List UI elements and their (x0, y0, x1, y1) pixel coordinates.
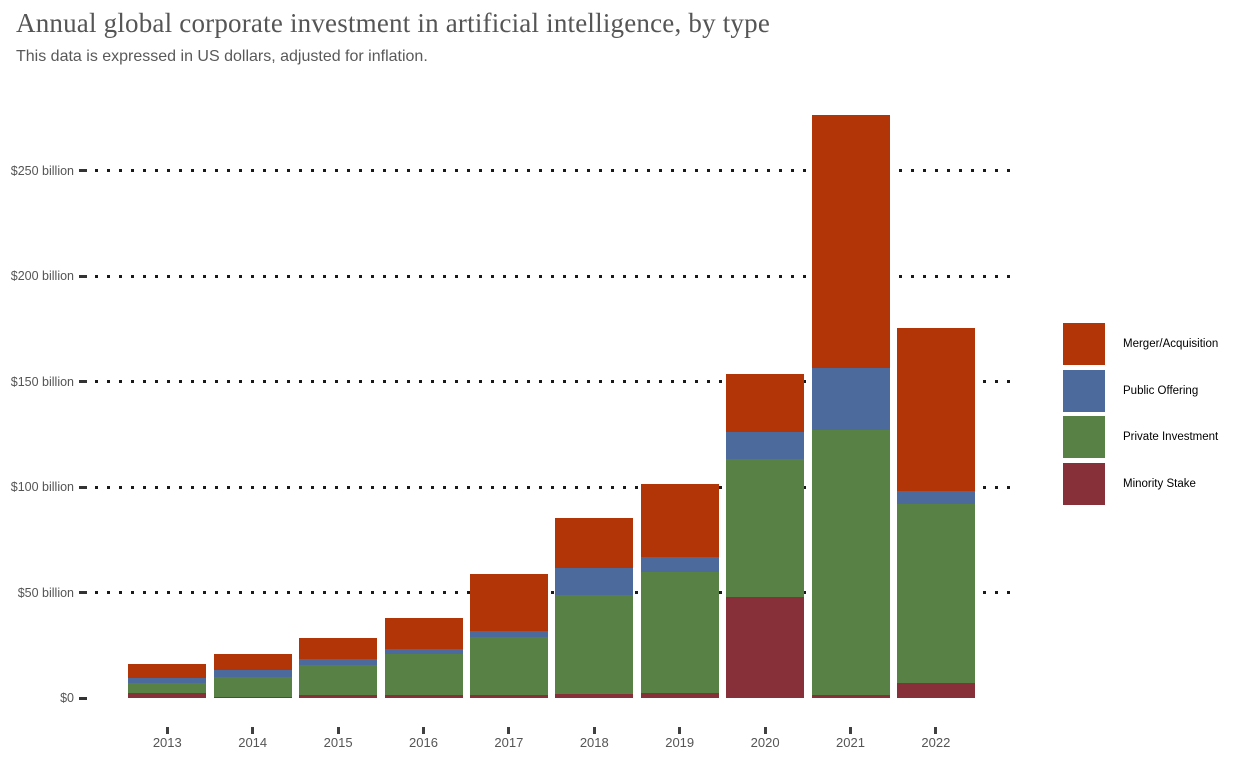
chart-subtitle: This data is expressed in US dollars, ad… (16, 48, 428, 65)
legend-item-public-offering[interactable]: Public Offering (1063, 369, 1199, 412)
bar-segment-2015-minority-stake[interactable] (299, 694, 378, 698)
bar-segment-2015-public-offering[interactable] (299, 658, 378, 665)
bar-segment-2018-public-offering[interactable] (555, 568, 634, 596)
gridline-100b (95, 485, 1012, 489)
bar-segment-2022-minority-stake[interactable] (896, 682, 975, 698)
bar-segment-2013-merger-acquisition[interactable] (128, 663, 207, 679)
x-axis-tick-2016 (422, 727, 425, 734)
bar-segment-2018-minority-stake[interactable] (555, 693, 634, 698)
x-axis-tick-2019 (678, 727, 682, 734)
bar-segment-2020-minority-stake[interactable] (726, 596, 805, 698)
bar-segment-2014-merger-acquisition[interactable] (213, 654, 292, 670)
y-axis-tick-100b (79, 485, 87, 489)
y-axis-label-200b: $200 billion (10, 269, 74, 283)
y-axis-tick-0b (79, 696, 87, 700)
bar-segment-2018-private-investment[interactable] (555, 595, 634, 694)
y-axis-tick-200b (79, 274, 87, 278)
y-axis-label-0b: $0 (60, 691, 74, 705)
bar-segment-2021-minority-stake[interactable] (811, 694, 890, 698)
x-axis-label-2013: 2013 (152, 735, 182, 750)
bar-segment-2022-private-investment[interactable] (896, 503, 975, 683)
legend-swatch-private-investment (1063, 416, 1105, 458)
x-axis-label-2021: 2021 (836, 735, 865, 750)
gridline-250b (95, 169, 1012, 172)
legend-swatch-merger-acquisition (1063, 323, 1105, 365)
bar-segment-2019-merger-acquisition[interactable] (640, 484, 719, 557)
x-axis-label-2017: 2017 (494, 735, 524, 750)
bar-segment-2017-merger-acquisition[interactable] (469, 573, 548, 631)
x-axis-tick-2017 (507, 727, 511, 734)
chart-title: Annual global corporate investment in ar… (16, 8, 771, 38)
bar-segment-2020-public-offering[interactable] (726, 431, 805, 459)
bar-segment-2020-merger-acquisition[interactable] (726, 373, 805, 432)
x-axis-tick-2013 (165, 727, 169, 734)
legend-label-public-offering: Public Offering (1123, 384, 1199, 397)
x-axis-label-2022: 2022 (921, 735, 951, 750)
bar-segment-2016-merger-acquisition[interactable] (384, 618, 463, 650)
x-axis-label-2020: 2020 (750, 735, 780, 750)
bar-segment-2013-private-investment[interactable] (128, 682, 207, 694)
bar-segment-2014-public-offering[interactable] (213, 669, 292, 677)
legend-swatch-public-offering (1063, 369, 1105, 412)
gridline-150b (95, 380, 1012, 383)
gridline-200b (95, 274, 1012, 278)
x-axis-tick-2015 (336, 727, 340, 734)
bar-segment-2017-private-investment[interactable] (469, 636, 548, 695)
x-axis-label-2016: 2016 (409, 735, 438, 750)
bar-segment-2021-public-offering[interactable] (811, 367, 890, 431)
legend-label-minority-stake: Minority Stake (1123, 477, 1196, 490)
bar-segment-2015-private-investment[interactable] (299, 664, 378, 695)
bar-segment-2017-minority-stake[interactable] (469, 694, 548, 698)
gridline-50b (95, 591, 1012, 594)
legend-item-private-investment[interactable]: Private Investment (1063, 416, 1218, 458)
y-axis-label-100b: $100 billion (10, 480, 74, 494)
bar-segment-2016-private-investment[interactable] (384, 654, 463, 696)
x-axis-label-2014: 2014 (238, 735, 268, 750)
x-axis-label-2018: 2018 (579, 735, 609, 750)
bar-segment-2016-minority-stake[interactable] (384, 695, 463, 698)
y-axis-tick-50b (79, 591, 87, 594)
x-axis-tick-2022 (934, 727, 938, 734)
x-axis-tick-2018 (592, 727, 596, 734)
bar-segment-2022-merger-acquisition[interactable] (896, 327, 975, 491)
bar-segment-2021-private-investment[interactable] (811, 430, 890, 695)
legend-label-merger-acquisition: Merger/Acquisition (1123, 338, 1219, 350)
legend-swatch-minority-stake (1063, 462, 1105, 505)
legend-label-private-investment: Private Investment (1123, 431, 1219, 443)
bar-segment-2016-public-offering[interactable] (384, 649, 463, 655)
legend-item-minority-stake[interactable]: Minority Stake (1063, 462, 1196, 505)
x-axis-tick-2020 (763, 727, 767, 734)
bar-segment-2014-minority-stake[interactable] (213, 696, 292, 698)
bar-segment-2019-public-offering[interactable] (640, 556, 719, 573)
bar-segment-2021-merger-acquisition[interactable] (811, 114, 890, 368)
bar-segment-2014-private-investment[interactable] (213, 676, 292, 697)
x-axis-label-2015: 2015 (323, 735, 353, 750)
bar-segment-2017-public-offering[interactable] (469, 630, 548, 637)
bar-segment-2013-public-offering[interactable] (128, 678, 207, 683)
y-axis-tick-250b (79, 169, 87, 172)
chart-header: Annual global corporate investment in ar… (16, 6, 1116, 67)
bar-segment-2019-private-investment[interactable] (640, 572, 719, 693)
y-axis-label-250b: $250 billion (10, 163, 74, 178)
y-axis-label-150b: $150 billion (10, 374, 74, 389)
bar-segment-2019-minority-stake[interactable] (640, 692, 719, 698)
legend-item-merger-acquisition[interactable]: Merger/Acquisition (1063, 323, 1218, 365)
x-axis-label-2019: 2019 (665, 735, 695, 750)
x-axis-tick-2021 (849, 727, 852, 734)
bar-segment-2015-merger-acquisition[interactable] (299, 638, 378, 659)
y-axis-label-50b: $50 billion (17, 585, 74, 600)
bar-segment-2020-private-investment[interactable] (726, 458, 805, 597)
y-axis-tick-150b (79, 380, 87, 383)
bar-segment-2018-merger-acquisition[interactable] (555, 518, 634, 569)
bar-segment-2022-public-offering[interactable] (896, 490, 975, 504)
bar-segment-2013-minority-stake[interactable] (128, 693, 207, 698)
x-axis-tick-2014 (251, 727, 255, 734)
